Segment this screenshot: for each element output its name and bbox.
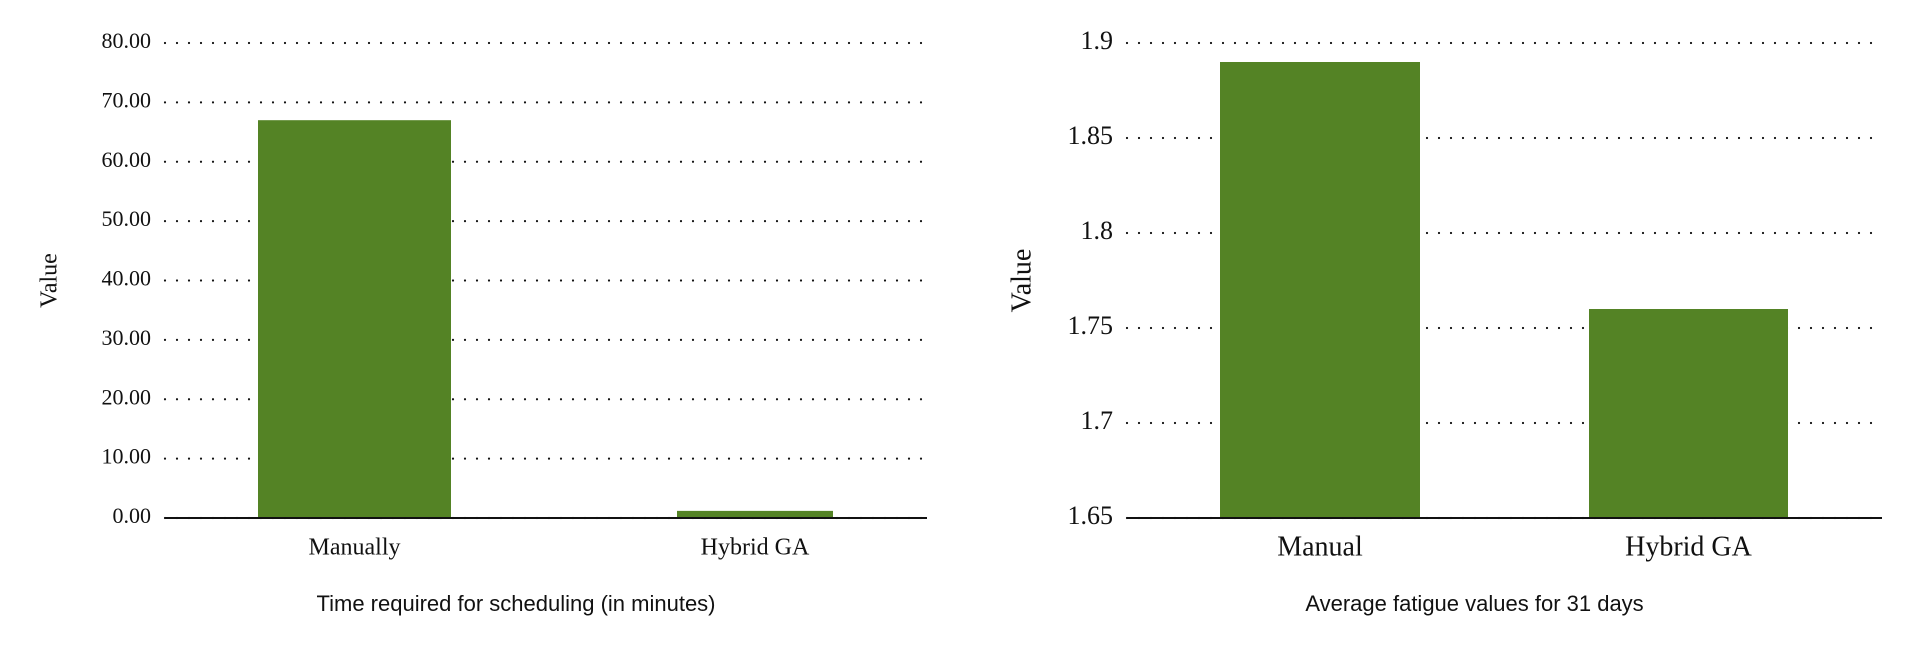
y-tick-label: 0.00 xyxy=(113,503,152,528)
y-tick-label: 80.00 xyxy=(102,28,152,53)
y-tick-label: 1.7 xyxy=(1081,406,1114,435)
chart: 0.00 10.00 20.00 30.00 40.00 50.00 60.00 70.00 8… xyxy=(37,28,929,616)
bar xyxy=(1220,62,1420,518)
x-tick-label: Manual xyxy=(1277,531,1363,562)
y-tick-label: 60.00 xyxy=(102,147,152,172)
chart-title: Time required for scheduling (in minutes… xyxy=(316,591,715,616)
y-tick-label: 50.00 xyxy=(102,206,152,231)
bar xyxy=(1589,309,1788,518)
y-tick-label: 30.00 xyxy=(102,325,152,350)
y-tick-label: 20.00 xyxy=(102,384,152,409)
bar xyxy=(677,510,833,518)
y-tick-label: 1.85 xyxy=(1068,121,1114,150)
y-tick-label: 10.00 xyxy=(102,444,152,469)
y-tick-label: 1.65 xyxy=(1068,501,1114,530)
y-tick-label: 70.00 xyxy=(102,87,152,112)
y-axis-label: Value xyxy=(1006,249,1037,313)
x-tick-label: Hybrid GA xyxy=(701,535,810,561)
y-tick-label: 1.8 xyxy=(1081,216,1114,245)
chart: 1.65 1.7 1.75 1.8 1.85 1.9 Manual Hybrid GA Valu… xyxy=(1006,26,1884,616)
x-tick-label: Manually xyxy=(309,535,401,561)
y-tick-label: 1.9 xyxy=(1081,26,1114,55)
chart-title: Average fatigue values for 31 days xyxy=(1305,591,1643,616)
y-tick-label: 40.00 xyxy=(102,266,152,291)
y-tick-label: 1.75 xyxy=(1068,311,1114,340)
x-tick-label: Hybrid GA xyxy=(1625,531,1753,562)
bar xyxy=(258,120,451,518)
y-axis-label: Value xyxy=(37,253,63,308)
